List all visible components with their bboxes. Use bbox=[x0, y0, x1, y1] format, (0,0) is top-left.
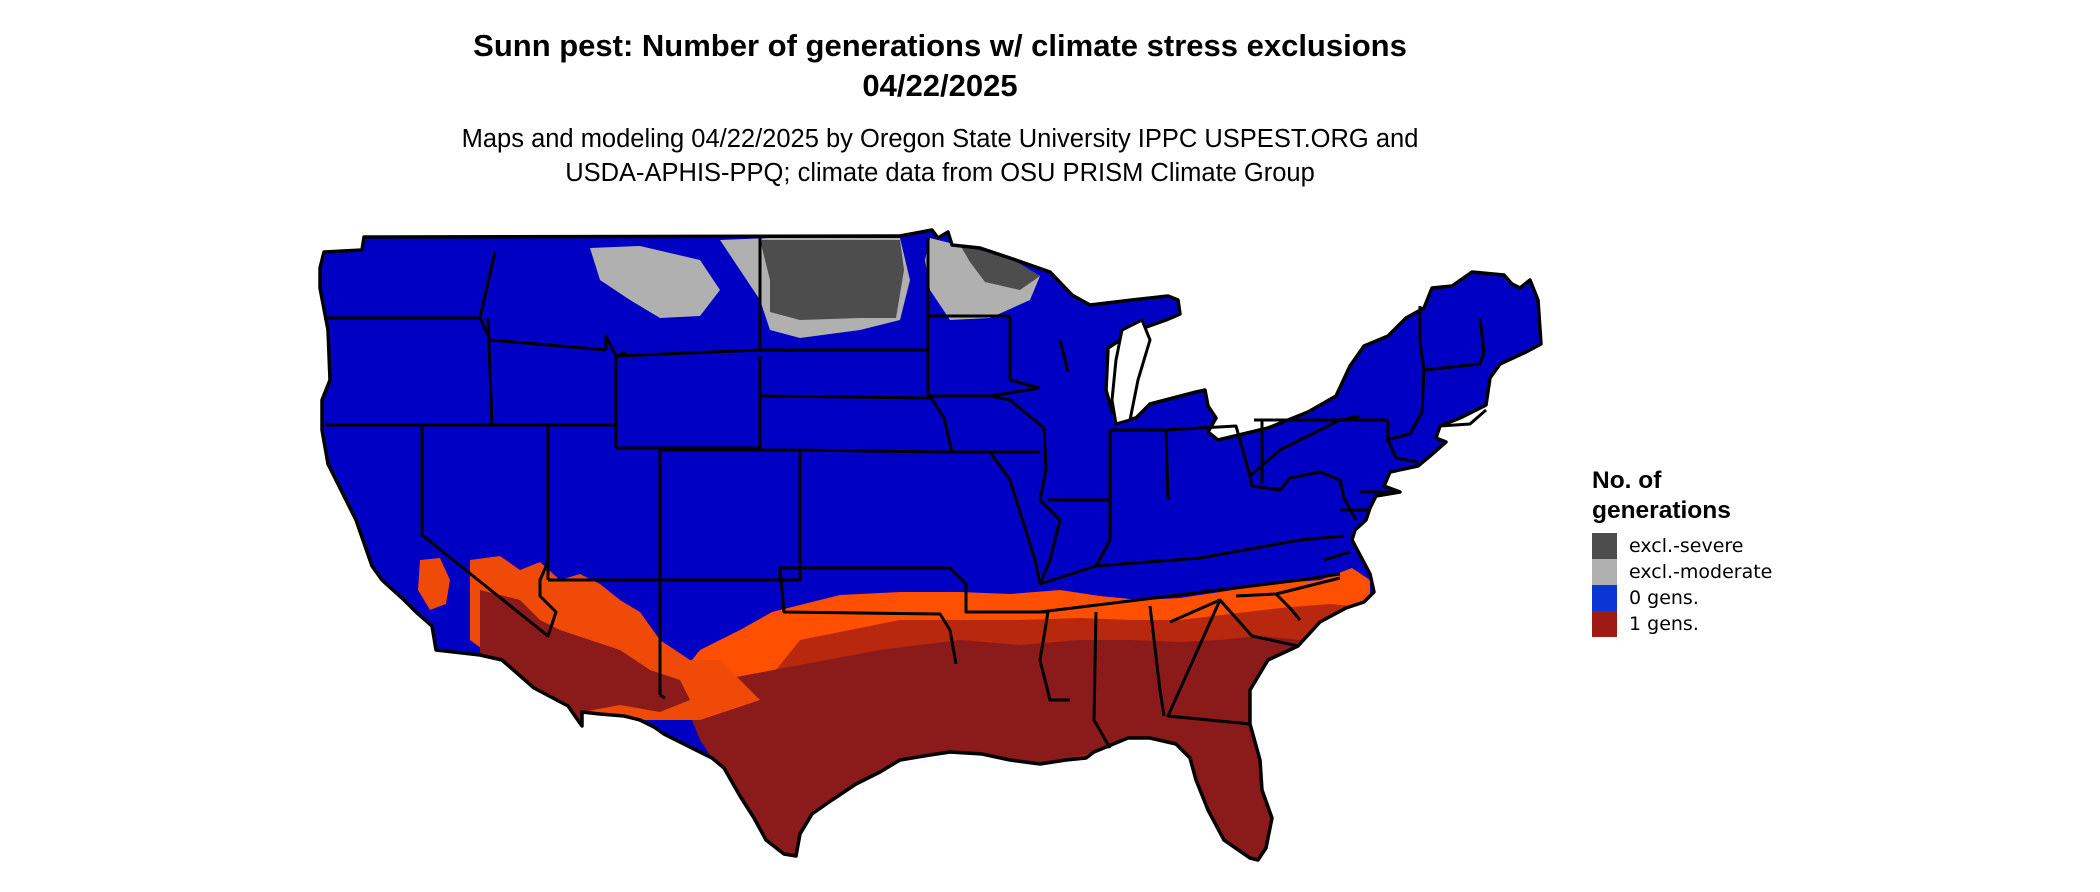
state-border bbox=[1385, 341, 1426, 442]
state-border bbox=[1092, 611, 1112, 749]
map-subtitle-line1: Maps and modeling 04/22/2025 by Oregon S… bbox=[461, 125, 1419, 153]
map-subtitle-line2: USDA-APHIS-PPQ; climate data from OSU PR… bbox=[565, 159, 1315, 187]
state-border bbox=[1274, 592, 1302, 621]
state-border bbox=[1058, 339, 1070, 373]
state-border bbox=[1039, 572, 1341, 614]
state-border bbox=[616, 356, 762, 450]
state-border bbox=[759, 394, 931, 400]
state-border bbox=[928, 395, 954, 453]
legend-title: No. of generations bbox=[1592, 467, 1731, 524]
map-title: Sunn pest: Number of generations w/ clim… bbox=[473, 28, 1407, 63]
legend-swatch bbox=[1592, 533, 1617, 559]
state-border bbox=[1166, 599, 1251, 726]
state-border bbox=[1248, 470, 1341, 492]
legend-item: 1 gens. bbox=[1592, 611, 1772, 637]
state-border bbox=[1169, 598, 1299, 648]
lake-michigan bbox=[1110, 317, 1152, 426]
state-border bbox=[324, 316, 607, 352]
state-border bbox=[799, 448, 941, 454]
state-border bbox=[1165, 424, 1252, 477]
legend-swatch bbox=[1592, 559, 1617, 585]
state-border bbox=[989, 394, 1062, 585]
legend-item: excl.-severe bbox=[1592, 533, 1772, 559]
state-border bbox=[1423, 317, 1486, 372]
legend-swatch bbox=[1592, 611, 1617, 637]
state-border bbox=[1039, 538, 1301, 586]
map-zone-excl-moderate-minnesota bbox=[925, 238, 1040, 320]
state-borders bbox=[324, 236, 1487, 749]
legend-item: 0 gens. bbox=[1592, 585, 1772, 611]
legend: No. of generations excl.-severe excl.-mod… bbox=[1592, 466, 1772, 637]
legend-label: excl.-severe bbox=[1629, 535, 1744, 557]
legend-label: 1 gens. bbox=[1629, 613, 1699, 635]
state-border bbox=[1299, 534, 1345, 542]
state-border bbox=[1008, 316, 1041, 390]
state-border bbox=[420, 425, 558, 638]
state-border bbox=[964, 584, 1048, 614]
state-border bbox=[478, 251, 497, 319]
state-border bbox=[1323, 550, 1351, 562]
country-outline bbox=[318, 228, 1543, 862]
state-border bbox=[1148, 605, 1166, 717]
state-border bbox=[1338, 479, 1358, 521]
state-border bbox=[1439, 408, 1487, 428]
map-zone-excl-severe-minnesota bbox=[960, 245, 1040, 290]
map-zone-0-gens bbox=[320, 230, 1541, 860]
legend-swatch bbox=[1592, 585, 1617, 611]
state-border bbox=[659, 693, 666, 700]
map-zone-excl-severe-north-dakota bbox=[760, 240, 904, 320]
map-date: 04/22/2025 bbox=[862, 68, 1018, 103]
legend-item: excl.-moderate bbox=[1592, 559, 1772, 585]
legend-label: 0 gens. bbox=[1629, 587, 1699, 609]
state-border bbox=[1038, 611, 1070, 702]
legend-items: excl.-severe excl.-moderate 0 gens. 1 gens. bbox=[1592, 533, 1772, 637]
legend-label: excl.-moderate bbox=[1629, 561, 1773, 583]
map-zone-excl-moderate-montana bbox=[590, 246, 720, 318]
state-border bbox=[778, 567, 958, 665]
state-border bbox=[1386, 420, 1419, 464]
map-zone-1-gens-california bbox=[418, 558, 450, 610]
state-border bbox=[1048, 498, 1112, 567]
map-zone-1-gens-dark bbox=[690, 636, 1310, 860]
state-border bbox=[604, 334, 627, 358]
